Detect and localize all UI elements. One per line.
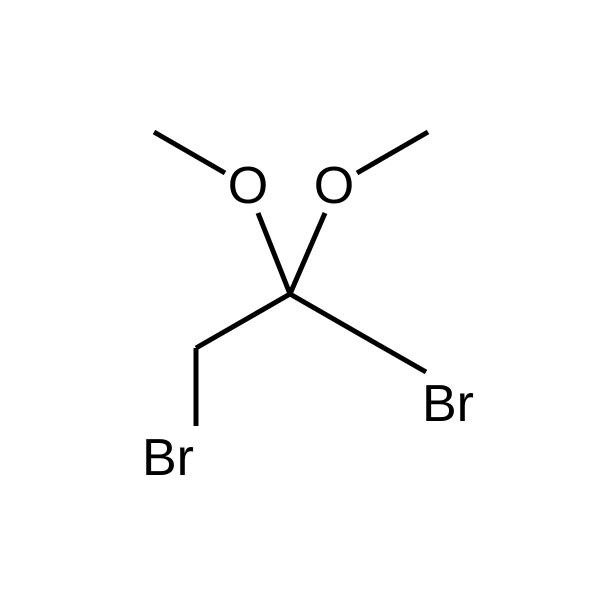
bond-C_center-O_left (258, 213, 290, 294)
bond-layer (154, 132, 428, 426)
molecule-diagram: OO Br Br (0, 0, 600, 600)
atom-label-Br_left: Br (142, 429, 194, 487)
bond-C_center-CH2_left (196, 294, 290, 348)
bond-CH2_right-Br_right (384, 348, 426, 372)
bond-O_left-Me_left (154, 132, 225, 173)
bond-O_right-Me_right (357, 132, 428, 173)
bond-C_center-CH2_right (290, 294, 384, 348)
atom-label-O_right: O (314, 157, 354, 215)
atom-label-O_left: O (228, 157, 268, 215)
bond-C_center-O_right (290, 213, 325, 294)
atom-label-layer: OO Br Br (142, 157, 474, 487)
atom-label-Br_right: Br (422, 375, 474, 433)
